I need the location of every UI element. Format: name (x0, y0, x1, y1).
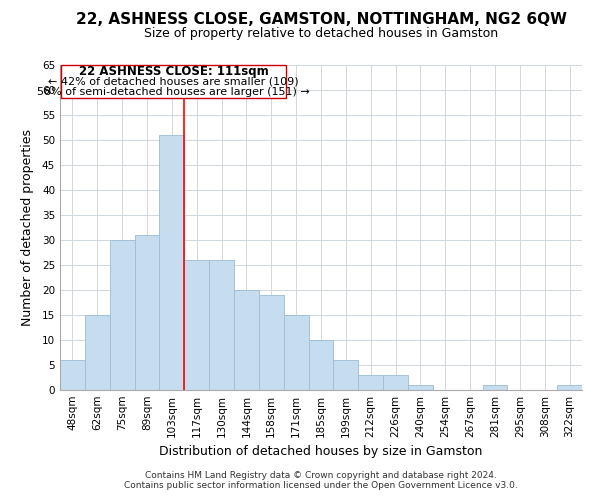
Bar (408, 385, 433, 390)
FancyBboxPatch shape (61, 65, 286, 98)
Text: Contains HM Land Registry data © Crown copyright and database right 2024.: Contains HM Land Registry data © Crown c… (145, 472, 497, 480)
Text: 58% of semi-detached houses are larger (151) →: 58% of semi-detached houses are larger (… (37, 86, 310, 97)
Bar (134, 235, 160, 390)
Bar (110, 240, 134, 390)
Bar (160, 135, 184, 390)
Bar (60, 360, 85, 390)
Bar (383, 375, 408, 390)
Bar (209, 260, 234, 390)
X-axis label: Distribution of detached houses by size in Gamston: Distribution of detached houses by size … (160, 446, 482, 458)
Bar (482, 385, 508, 390)
Bar (557, 385, 582, 390)
Bar (308, 340, 334, 390)
Text: ← 42% of detached houses are smaller (109): ← 42% of detached houses are smaller (10… (49, 76, 299, 86)
Y-axis label: Number of detached properties: Number of detached properties (20, 129, 34, 326)
Bar (284, 315, 308, 390)
Bar (259, 295, 284, 390)
Text: 22, ASHNESS CLOSE, GAMSTON, NOTTINGHAM, NG2 6QW: 22, ASHNESS CLOSE, GAMSTON, NOTTINGHAM, … (76, 12, 566, 28)
Bar (85, 315, 110, 390)
Bar (234, 290, 259, 390)
Text: Size of property relative to detached houses in Gamston: Size of property relative to detached ho… (144, 28, 498, 40)
Bar (184, 260, 209, 390)
Text: 22 ASHNESS CLOSE: 111sqm: 22 ASHNESS CLOSE: 111sqm (79, 65, 269, 78)
Bar (334, 360, 358, 390)
Text: Contains public sector information licensed under the Open Government Licence v3: Contains public sector information licen… (124, 482, 518, 490)
Bar (358, 375, 383, 390)
